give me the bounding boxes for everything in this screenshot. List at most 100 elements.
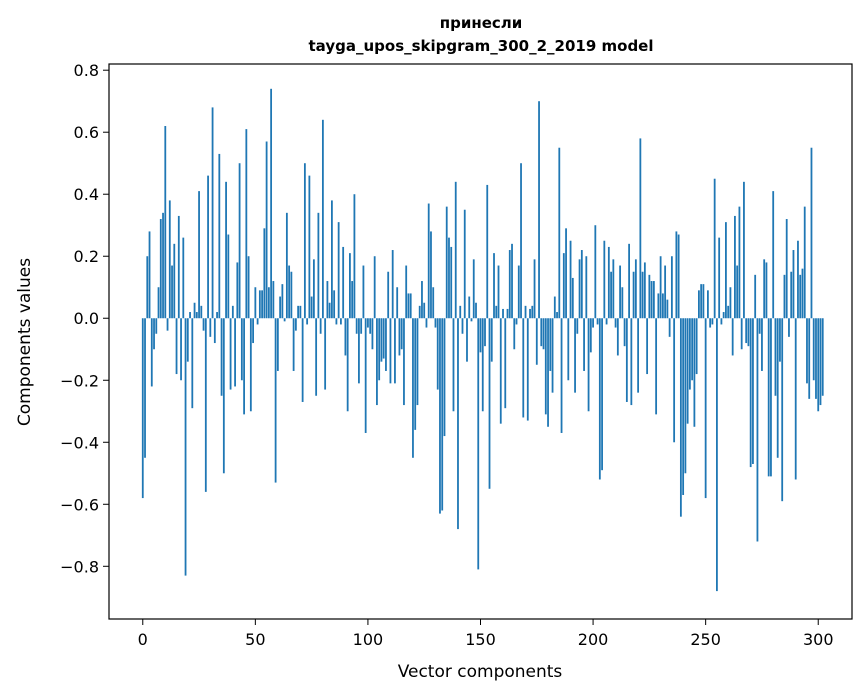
bar [292,318,295,371]
bar [767,318,770,477]
bar [819,318,822,406]
bar [481,318,484,412]
bar [810,147,813,319]
bar [274,318,277,483]
bar [364,318,367,433]
bar [799,274,802,319]
bar [430,231,432,319]
bar [738,206,741,319]
bar [159,219,162,319]
bar [731,318,734,356]
bar [542,318,545,350]
bar [416,318,419,406]
x-tick-label: 0 [138,630,148,649]
bar [556,312,558,319]
bar [193,302,196,319]
bar [524,305,527,319]
bar [423,302,426,319]
bar [394,318,396,384]
bar [713,178,716,319]
bar [677,234,680,319]
bar [709,318,712,328]
bar [331,200,333,319]
bar [290,271,293,319]
bar [801,268,804,319]
bar [234,318,236,387]
bar [454,181,457,319]
bar [231,305,234,319]
bar [722,312,725,319]
bar [493,253,495,319]
bar [508,250,511,319]
bar [558,147,561,319]
bar [589,318,592,353]
bar [213,318,216,344]
bar [315,318,318,396]
y-tick-label: −0.8 [60,557,99,576]
bar [794,318,797,480]
bar [189,312,191,319]
x-tick-label: 50 [245,630,265,649]
bar [382,318,385,359]
bar [585,256,588,319]
bar [220,318,223,396]
bar [459,305,462,319]
bar [301,318,304,402]
bar [414,318,417,430]
bar [294,318,297,331]
bar [659,256,662,319]
x-tick-label: 250 [690,630,721,649]
bar [425,318,428,328]
bar-series [141,88,824,592]
bar [162,212,164,319]
bar [146,256,149,319]
bar [544,318,547,415]
bar [648,274,651,319]
bar [360,318,363,334]
bar [621,287,624,319]
bar [155,318,158,334]
bar [765,262,768,319]
bar [785,219,788,319]
bar [180,318,182,381]
bar [679,318,682,517]
bar [668,318,671,337]
bar [772,191,775,319]
bar [596,318,599,325]
y-tick-label: −0.6 [60,495,99,514]
bar [576,318,579,334]
bar [351,281,354,319]
bar [533,259,536,319]
y-tick-label: 0.0 [74,309,99,328]
bar [380,318,383,362]
bar [504,318,507,409]
bar [745,318,748,344]
bar [513,318,516,350]
bar [358,318,360,384]
bar [317,212,320,319]
bar [225,181,227,319]
bar [700,284,703,319]
bar [443,318,446,437]
bar [195,312,198,319]
bar [164,126,167,319]
bar [736,265,739,319]
bar [186,318,189,362]
y-axis-ticks: −0.8 −0.6 −0.4 −0.2 0.0 0.2 0.4 0.6 0.8 [60,61,109,576]
bar [578,259,581,319]
bar [328,302,331,319]
bar [686,318,689,424]
bar [641,271,644,319]
bar [549,318,552,371]
bar [625,318,628,402]
bar [783,274,786,319]
bar [267,287,270,319]
bar [639,138,642,319]
bar [326,281,329,319]
bar [439,318,441,514]
bar [396,287,399,319]
bar [344,318,347,356]
bar [218,153,221,319]
bar [565,228,567,319]
